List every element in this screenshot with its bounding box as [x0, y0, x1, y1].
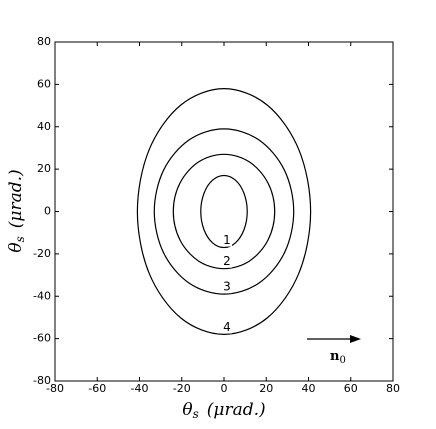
contour-line — [153, 128, 295, 295]
x-label-symbol: θ — [182, 400, 192, 420]
x-tick-label: 60 — [344, 382, 358, 395]
y-tick-label: -60 — [33, 332, 51, 345]
y-tick-label: 40 — [37, 120, 51, 133]
contour-label: 2 — [223, 254, 231, 268]
y-tick-label: -80 — [33, 374, 51, 387]
contour-label: 4 — [223, 320, 231, 334]
x-tick-label: -60 — [88, 382, 106, 395]
arrow-head — [350, 335, 361, 343]
y-tick-label: 0 — [44, 205, 51, 218]
y-tick-label: 80 — [37, 35, 51, 48]
x-tick-label: 20 — [259, 382, 273, 395]
contour-label-bg — [222, 255, 232, 268]
x-tick-label: -20 — [173, 382, 191, 395]
contour-line — [172, 153, 276, 270]
arrow-label: n0 — [330, 349, 346, 366]
arrow-symbol: n — [330, 349, 340, 364]
contour-line — [136, 88, 312, 335]
x-axis-label: θs (μrad.) — [182, 400, 265, 421]
y-label-unit: (μrad.) — [6, 169, 26, 228]
x-tick-label: 0 — [221, 382, 228, 395]
y-axis-label: θs (μrad.) — [6, 169, 27, 252]
x-tick-label: 80 — [386, 382, 400, 395]
x-tick-label: -40 — [131, 382, 149, 395]
y-tick-label: -40 — [33, 289, 51, 302]
y-tick-label: 20 — [37, 162, 51, 175]
arrow-subscript: 0 — [339, 355, 345, 366]
y-tick-label: 60 — [37, 77, 51, 90]
x-tick-label: 40 — [302, 382, 316, 395]
x-tick-label: -80 — [46, 382, 64, 395]
contour-label-bg — [222, 281, 232, 294]
contour-label: 3 — [223, 280, 231, 294]
y-tick-label: -20 — [33, 247, 51, 260]
contour-label: 1 — [223, 233, 231, 247]
contour-label-bg — [222, 234, 232, 247]
contour-line — [200, 174, 248, 249]
y-label-subscript: s — [13, 236, 27, 242]
y-label-symbol: θ — [6, 242, 26, 252]
x-label-unit: (μrad.) — [207, 400, 266, 420]
x-label-subscript: s — [193, 407, 199, 421]
contour-label-bg — [222, 321, 232, 334]
